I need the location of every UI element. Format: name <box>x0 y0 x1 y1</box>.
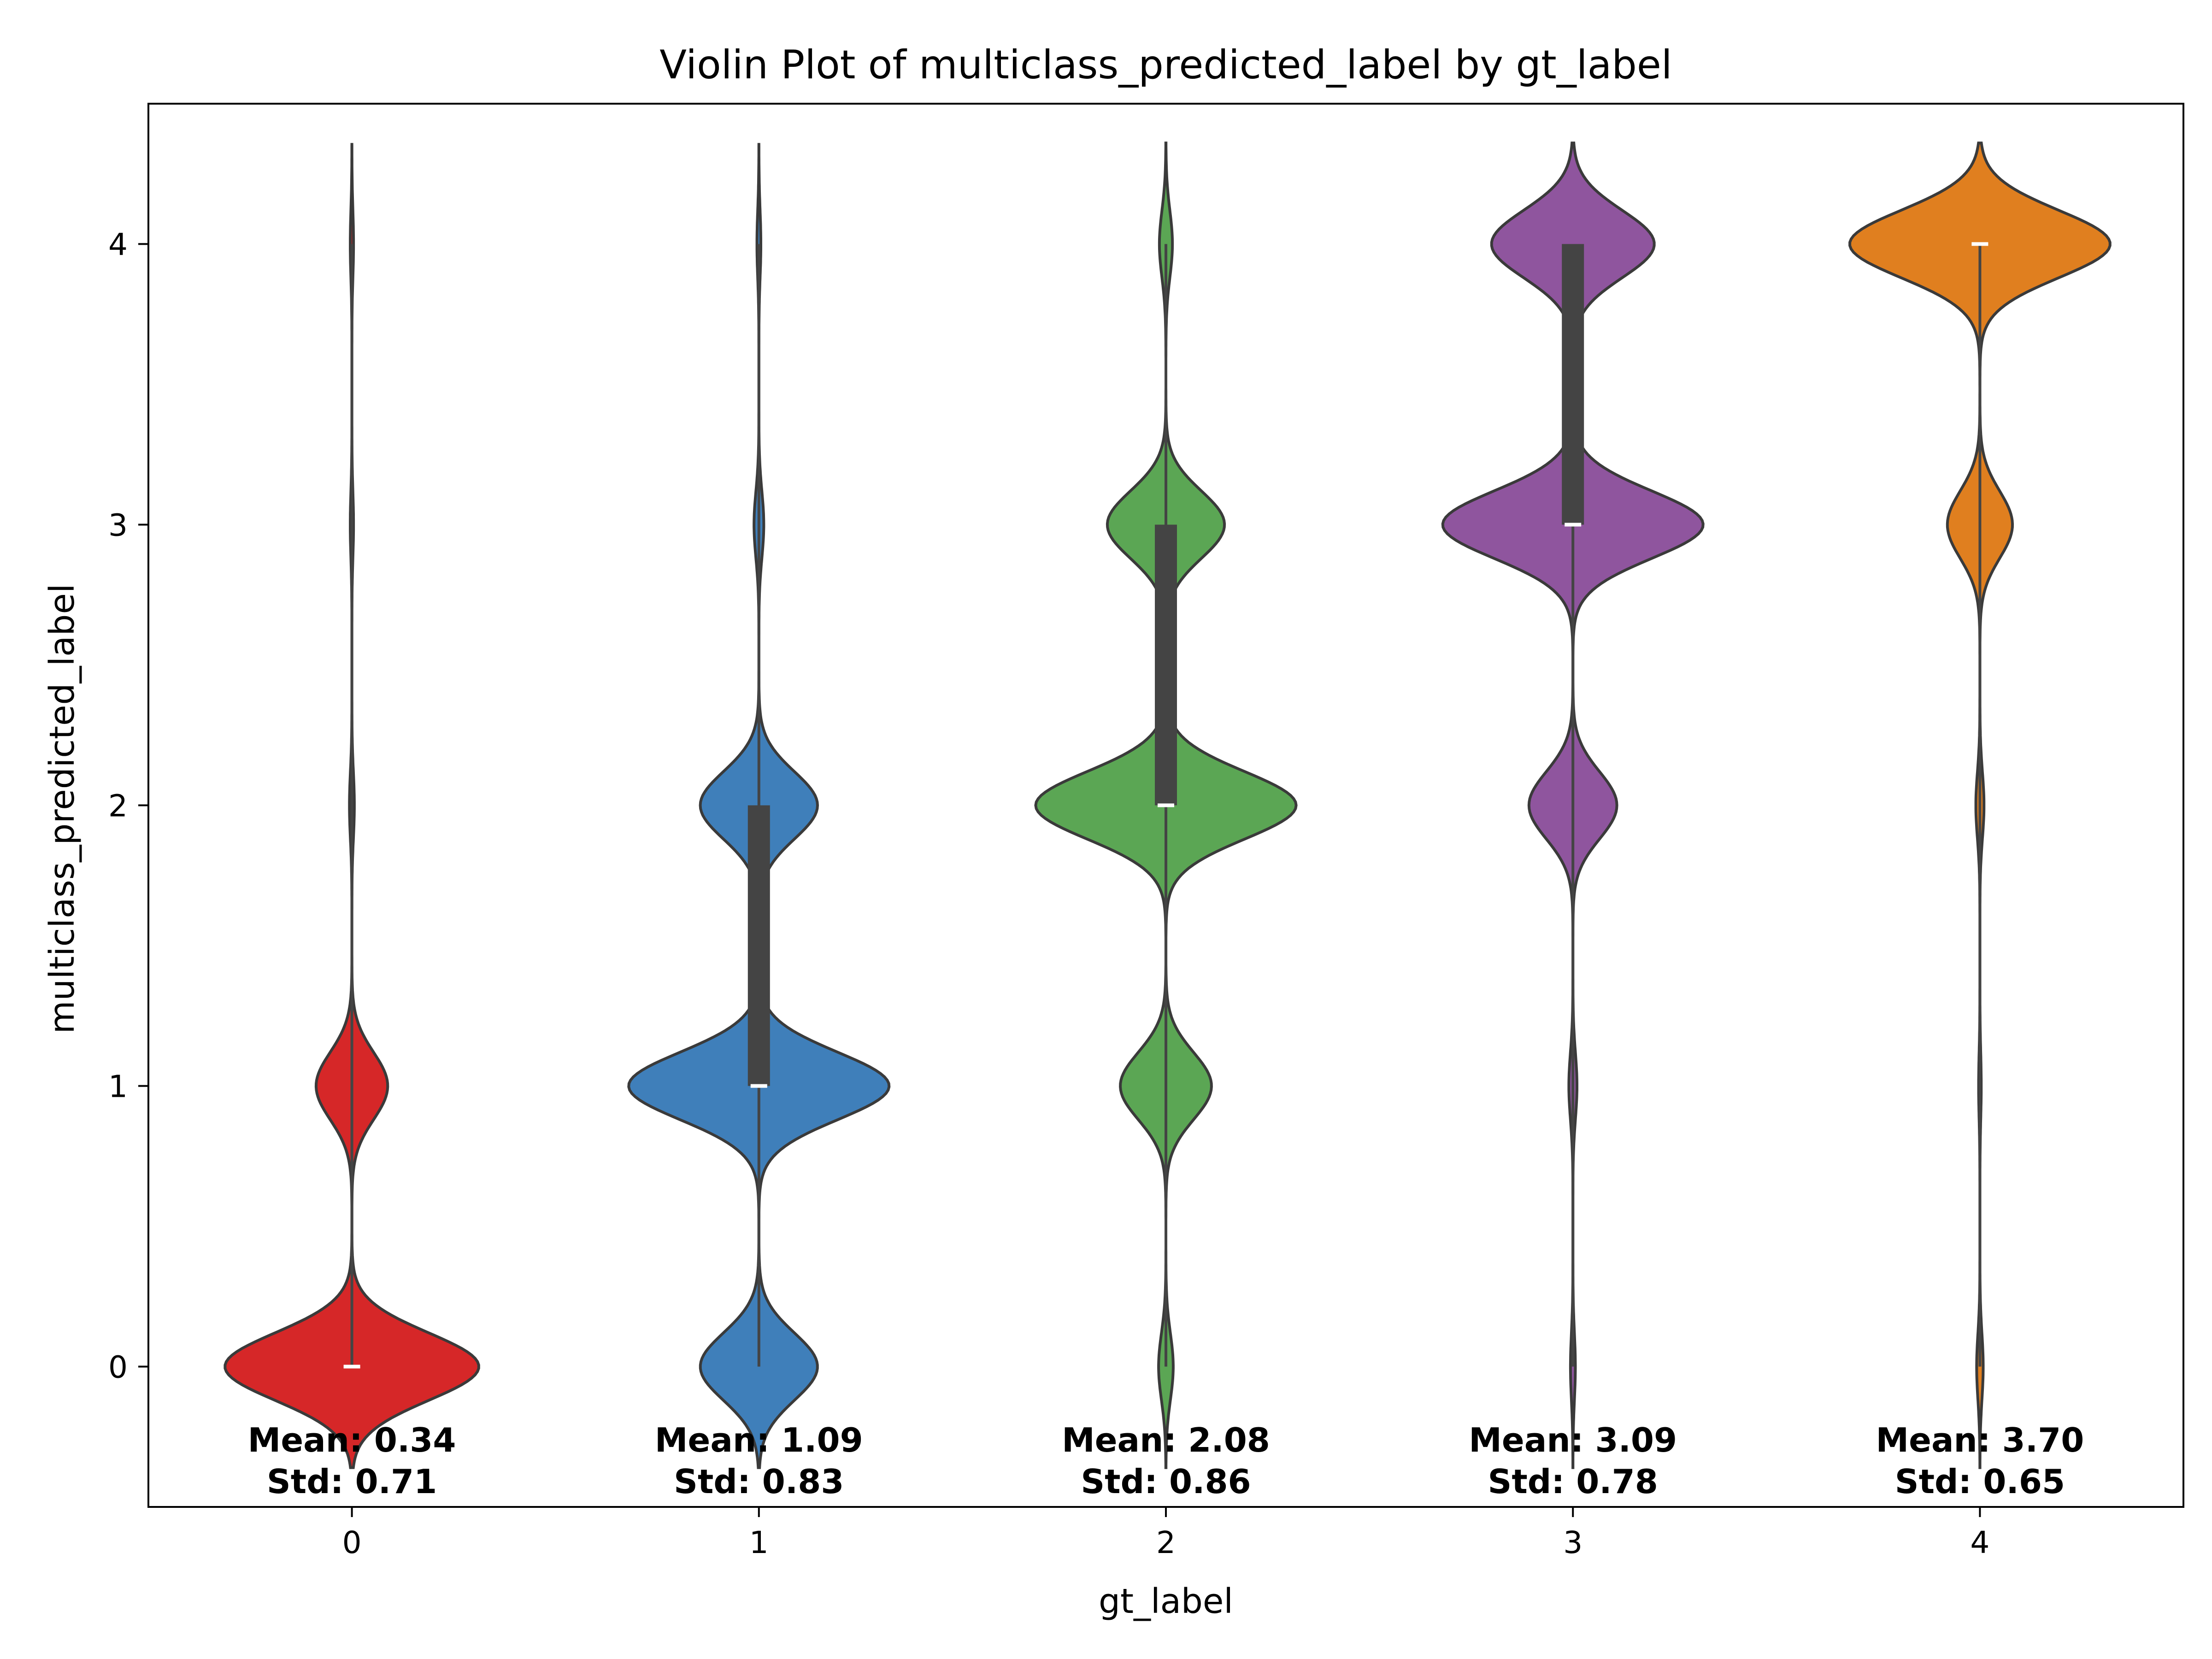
x-axis-label: gt_label <box>1099 1582 1233 1621</box>
x-tick-label-2: 2 <box>1156 1525 1176 1560</box>
violin-group-2 <box>1034 141 1298 1469</box>
x-axis-ticks: 0 1 2 3 4 <box>342 1507 1989 1560</box>
mean-annotation-3: Mean: 3.09 <box>1469 1421 1677 1459</box>
violin-group-3 <box>1441 141 1705 1469</box>
violin-iqr-box-1 <box>747 805 770 1086</box>
x-tick-label-4: 4 <box>1970 1525 1989 1560</box>
x-tick-label-1: 1 <box>749 1525 769 1560</box>
violins-layer <box>224 141 2112 1469</box>
chart-title: Violin Plot of multiclass_predicted_labe… <box>659 42 1672 88</box>
violin-group-4 <box>1848 141 2112 1469</box>
std-annotation-4: Std: 0.65 <box>1895 1462 2065 1501</box>
violin-group-1 <box>627 143 891 1469</box>
violin-iqr-box-2 <box>1155 524 1177 806</box>
y-axis-ticks: 0 1 2 3 4 <box>108 227 148 1385</box>
y-tick-label-3: 3 <box>108 508 128 543</box>
y-tick-label-0: 0 <box>108 1350 128 1385</box>
violin-group-0 <box>224 143 480 1469</box>
mean-annotation-1: Mean: 1.09 <box>655 1421 863 1459</box>
mean-annotation-0: Mean: 0.34 <box>248 1421 456 1459</box>
std-annotation-1: Std: 0.83 <box>674 1462 844 1501</box>
y-tick-label-2: 2 <box>108 788 128 824</box>
y-tick-label-4: 4 <box>108 227 128 263</box>
std-annotation-3: Std: 0.78 <box>1488 1462 1658 1501</box>
y-axis-label: multiclass_predicted_label <box>42 584 82 1034</box>
plot-area-frame <box>147 103 2184 1508</box>
violin-iqr-box-3 <box>1562 244 1584 525</box>
mean-annotation-2: Mean: 2.08 <box>1062 1421 1270 1459</box>
mean-annotation-4: Mean: 3.70 <box>1876 1421 2084 1459</box>
std-annotation-2: Std: 0.86 <box>1081 1462 1251 1501</box>
x-tick-label-3: 3 <box>1563 1525 1583 1560</box>
x-tick-label-0: 0 <box>342 1525 362 1560</box>
y-tick-label-1: 1 <box>108 1069 128 1105</box>
std-annotation-0: Std: 0.71 <box>267 1462 437 1501</box>
